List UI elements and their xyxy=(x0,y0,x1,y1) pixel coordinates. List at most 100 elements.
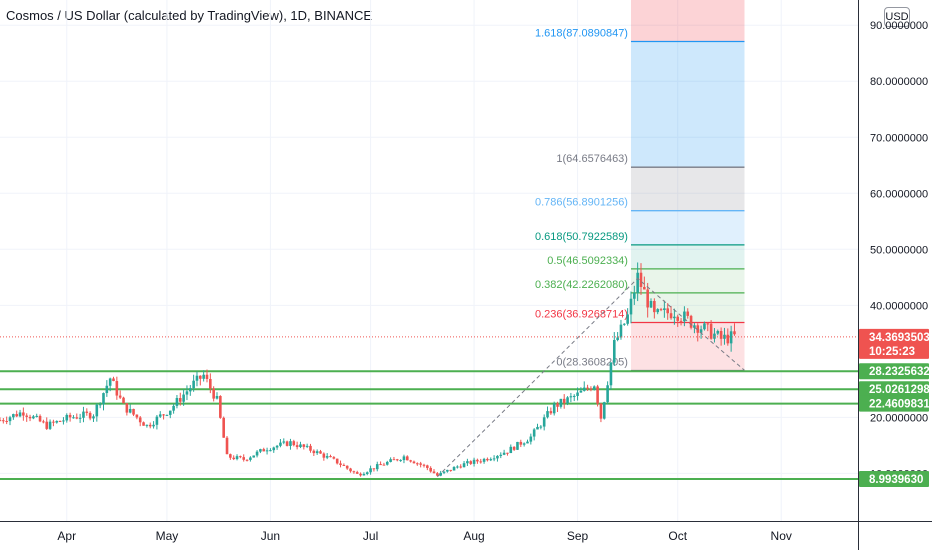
candle-body xyxy=(2,420,5,422)
candle-body xyxy=(429,467,432,472)
candle-body xyxy=(599,403,603,419)
candle-body xyxy=(623,323,626,325)
candle-body xyxy=(506,452,509,454)
candle-body xyxy=(576,392,579,396)
candle-body xyxy=(195,375,199,381)
candle-body xyxy=(279,442,282,446)
price-tick-label: 40.0000000 xyxy=(870,300,928,312)
candle-body xyxy=(723,334,726,339)
fib-zone xyxy=(630,41,745,168)
candle-body xyxy=(322,453,326,458)
candle-body xyxy=(716,330,720,334)
fib-level-label: 0.382(42.2262080) xyxy=(535,279,628,291)
candle-body xyxy=(676,316,680,321)
level-price-badge-bg xyxy=(859,395,929,412)
time-tick-label: Jul xyxy=(363,529,378,543)
candle-body xyxy=(446,469,449,472)
candle-body xyxy=(285,441,289,446)
price-tick-label: 90.0000000 xyxy=(870,20,928,32)
candle-body xyxy=(269,450,272,452)
candle-body xyxy=(162,414,165,416)
candle-body xyxy=(549,411,553,414)
candle-body xyxy=(199,375,202,379)
candle-body xyxy=(188,388,192,392)
candle-body xyxy=(15,414,18,417)
candle-body xyxy=(222,417,225,438)
candle-body xyxy=(242,457,246,460)
current-price-badge-label: 34.3693503 xyxy=(869,332,930,344)
candle-body xyxy=(439,472,442,476)
candle-body xyxy=(178,398,182,402)
candle-body xyxy=(45,421,49,429)
candle-body xyxy=(205,374,209,379)
candle-body xyxy=(389,459,392,462)
candle-body xyxy=(522,443,526,445)
candle-body xyxy=(462,463,466,468)
candle-body xyxy=(606,385,609,403)
candle-body xyxy=(249,457,252,460)
candle-body xyxy=(706,323,710,325)
price-tick-label: 20.0000000 xyxy=(870,412,928,424)
candle-body xyxy=(145,424,149,426)
candle-body xyxy=(375,464,379,470)
candle-body xyxy=(452,467,456,471)
candle-body xyxy=(726,334,730,344)
candle-body xyxy=(55,420,59,423)
candle-body xyxy=(175,398,179,406)
candle-body xyxy=(75,417,79,419)
candle-body xyxy=(82,411,85,418)
candle-body xyxy=(686,311,690,316)
fib-level-label: 0.618(50.7922589) xyxy=(535,231,628,243)
price-tick-label: 60.0000000 xyxy=(870,188,928,200)
candle-body xyxy=(292,441,296,446)
candle-body xyxy=(65,414,69,421)
price-tick-label: 50.0000000 xyxy=(870,244,928,256)
candle-body xyxy=(582,387,586,391)
candle-body xyxy=(168,410,172,415)
candle-body xyxy=(235,456,239,460)
candle-body xyxy=(719,330,723,339)
candle-body xyxy=(649,300,653,308)
candle-body xyxy=(42,421,45,423)
candle-body xyxy=(713,333,716,339)
candle-body xyxy=(225,437,229,455)
candle-body xyxy=(252,455,256,458)
currency-button[interactable]: USD xyxy=(884,7,910,27)
candle-body xyxy=(329,456,332,458)
candle-body xyxy=(309,445,312,451)
candle-body xyxy=(656,309,659,313)
candle-body xyxy=(142,422,145,426)
candle-body xyxy=(259,449,262,452)
candle-body xyxy=(362,474,366,476)
candle-body xyxy=(636,272,639,293)
candle-body xyxy=(689,315,693,328)
candle-body xyxy=(696,325,700,333)
time-tick-label: Apr xyxy=(57,529,76,543)
candle-body xyxy=(335,458,339,464)
candle-body xyxy=(345,465,349,469)
candle-body xyxy=(272,447,276,451)
candle-body xyxy=(729,331,733,344)
candle-body xyxy=(18,412,22,417)
candle-body xyxy=(733,331,736,335)
candle-body xyxy=(653,300,656,313)
candle-body xyxy=(469,461,473,464)
candle-body xyxy=(98,404,102,406)
candle-body xyxy=(8,417,12,422)
candle-body xyxy=(339,463,342,465)
candle-body xyxy=(516,441,519,450)
candle-body xyxy=(602,402,606,419)
candle-body xyxy=(596,386,599,404)
candle-body xyxy=(12,414,15,418)
candle-body xyxy=(609,362,613,386)
candle-body xyxy=(399,460,402,462)
candle-body xyxy=(342,464,346,466)
candle-body xyxy=(592,386,596,390)
candle-body xyxy=(25,415,29,417)
candle-body xyxy=(629,298,633,315)
candle-body xyxy=(612,340,616,363)
candle-body xyxy=(125,403,129,413)
candle-body xyxy=(459,466,463,468)
candle-body xyxy=(492,458,496,460)
